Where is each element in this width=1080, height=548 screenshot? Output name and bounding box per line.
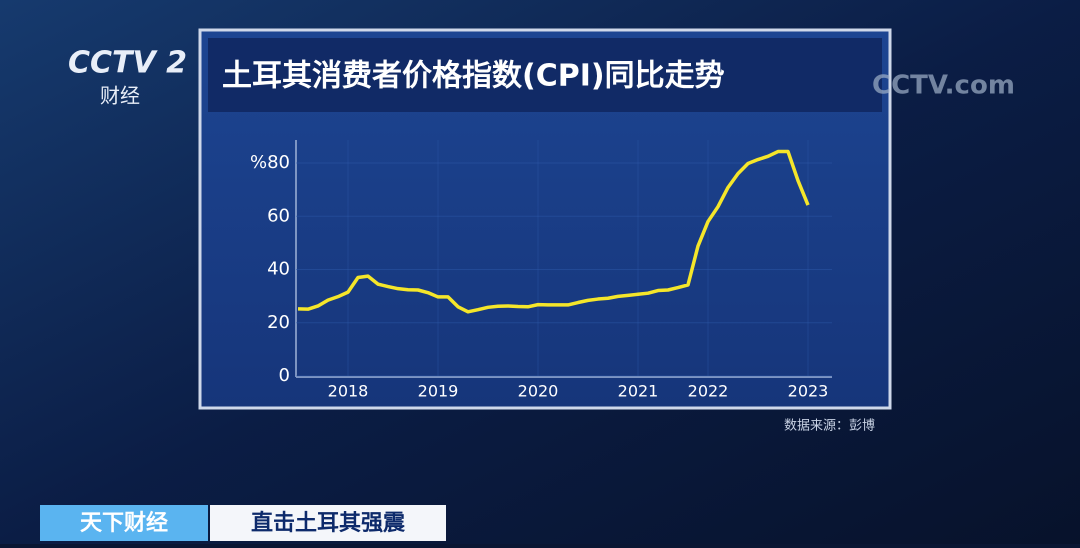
headline: 直击土耳其强震 (251, 510, 406, 536)
cpi-line (297, 149, 810, 314)
title-bar (208, 38, 882, 112)
watermark: CCTV.com (872, 71, 1015, 101)
headline-box (210, 505, 446, 541)
y-tick-label: 20 (267, 312, 290, 333)
x-tick-label: 2022 (688, 382, 729, 401)
x-tick-label: 2021 (618, 382, 659, 401)
y-tick-label: 60 (267, 205, 290, 226)
y-tick-label: 0 (279, 365, 290, 386)
source-note: 数据来源：彭博 (784, 419, 875, 434)
x-tick-label: 2020 (518, 382, 559, 401)
program-box (40, 505, 208, 541)
channel-name: 财经 (100, 84, 140, 108)
channel-logo: CCTV 2 (68, 46, 187, 81)
x-tick-label: 2023 (788, 382, 829, 401)
plot: 0 20 40 60 80 2018 2019 2020 2021 2022 2023 (267, 140, 832, 401)
y-tick-label: 80 (267, 152, 290, 173)
x-tick-label: 2018 (328, 382, 369, 401)
chart-title: 土耳其消费者价格指数(CPI)同比走势 (222, 59, 725, 94)
y-axis-label: % (250, 152, 267, 173)
y-tick-label: 40 (267, 259, 290, 280)
program-name: 天下财经 (80, 510, 168, 536)
x-tick-label: 2019 (418, 382, 459, 401)
